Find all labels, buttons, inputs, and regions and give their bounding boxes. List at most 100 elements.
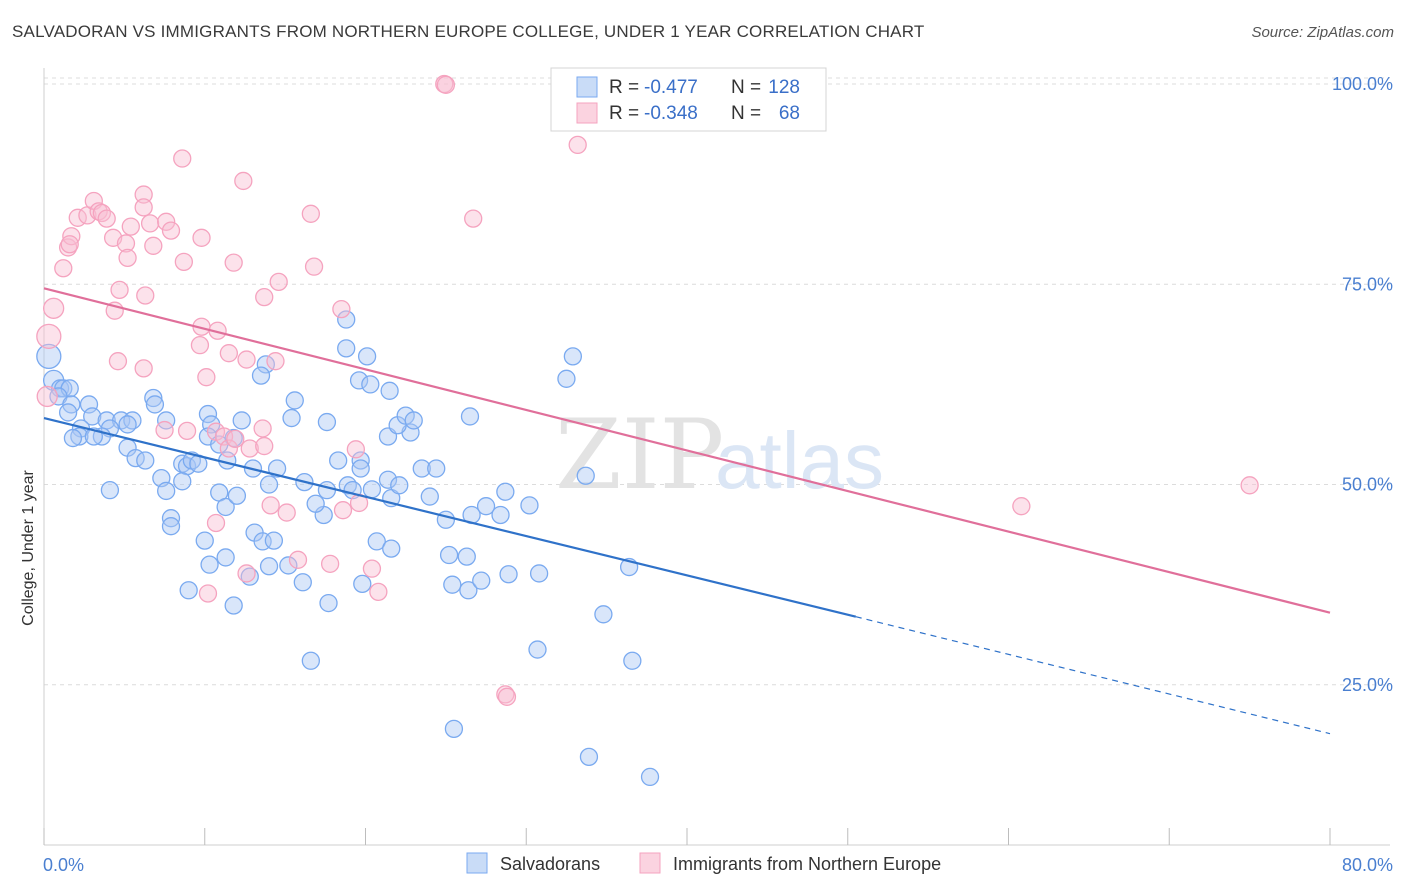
point-salvadorans: [36, 343, 62, 370]
point-northern-europe: [332, 299, 351, 319]
point-salvadorans: [520, 496, 539, 515]
point-northern-europe: [206, 513, 226, 533]
legend: R = -0.477 N = 128 R = -0.348 N = 68: [550, 67, 827, 132]
point-salvadorans: [412, 459, 431, 478]
point-northern-europe: [237, 564, 256, 583]
bottom-legend-swatch-northern-europe: [639, 852, 661, 874]
point-salvadorans: [161, 517, 181, 536]
point-northern-europe: [333, 501, 353, 520]
point-northern-europe: [190, 336, 210, 355]
point-northern-europe: [121, 217, 140, 236]
point-salvadorans: [357, 347, 377, 366]
point-salvadorans: [349, 371, 369, 390]
point-northern-europe: [116, 234, 136, 253]
point-salvadorans: [361, 375, 380, 394]
point-salvadorans: [136, 451, 155, 470]
point-salvadorans: [179, 581, 198, 600]
legend-n-label-1: N =: [731, 77, 761, 98]
y-axis-label: College, Under 1 year: [20, 470, 37, 626]
point-northern-europe: [192, 228, 211, 247]
point-northern-europe: [198, 584, 218, 603]
point-northern-europe: [304, 257, 324, 276]
point-salvadorans: [173, 472, 192, 491]
point-northern-europe: [224, 253, 243, 272]
point-salvadorans: [380, 381, 399, 400]
point-northern-europe: [219, 344, 239, 363]
point-salvadorans: [378, 470, 398, 489]
point-northern-europe: [219, 439, 239, 458]
point-salvadorans: [594, 605, 613, 624]
point-northern-europe: [161, 221, 181, 240]
legend-r-label-2: R =: [609, 103, 639, 124]
point-northern-europe: [214, 427, 234, 446]
point-northern-europe: [177, 421, 197, 441]
point-salvadorans: [259, 557, 279, 576]
point-northern-europe: [92, 203, 112, 223]
point-salvadorans: [251, 366, 271, 385]
point-salvadorans: [337, 339, 356, 358]
data-points: [36, 74, 1259, 787]
point-salvadorans: [293, 573, 312, 592]
legend-n-value-1: 128: [768, 77, 800, 98]
point-northern-europe: [174, 252, 194, 271]
point-salvadorans: [144, 388, 163, 408]
point-northern-europe: [36, 385, 58, 408]
point-northern-europe: [60, 235, 79, 254]
point-salvadorans: [256, 355, 275, 374]
point-northern-europe: [436, 75, 456, 94]
point-northern-europe: [1012, 497, 1031, 516]
y-tick-label: 50.0%: [1342, 475, 1393, 495]
point-salvadorans: [499, 565, 518, 584]
bottom-legend-swatch-salvadorans: [466, 852, 488, 874]
point-salvadorans: [317, 412, 337, 432]
point-salvadorans: [264, 531, 284, 550]
point-salvadorans: [329, 451, 348, 470]
point-northern-europe: [54, 259, 73, 278]
y-tick-label: 100.0%: [1332, 74, 1393, 94]
point-northern-europe: [568, 135, 587, 155]
point-northern-europe: [497, 687, 517, 706]
point-northern-europe: [269, 272, 288, 292]
point-northern-europe: [108, 352, 128, 371]
point-salvadorans: [200, 555, 219, 574]
source-label: Source: ZipAtlas.com: [1251, 24, 1394, 41]
point-northern-europe: [42, 297, 65, 319]
point-salvadorans: [427, 459, 446, 478]
trend-line-salvadorans-extension: [855, 616, 1331, 735]
point-salvadorans: [240, 567, 259, 586]
legend-n-value-2: 68: [779, 103, 800, 124]
y-tick-label: 25.0%: [1342, 675, 1393, 695]
point-salvadorans: [443, 575, 462, 594]
point-salvadorans: [390, 476, 409, 495]
point-salvadorans: [282, 408, 301, 428]
point-northern-europe: [255, 436, 274, 456]
point-northern-europe: [261, 496, 280, 515]
point-northern-europe: [266, 352, 285, 371]
point-salvadorans: [496, 482, 515, 501]
point-salvadorans: [476, 497, 496, 516]
point-northern-europe: [134, 185, 153, 204]
point-salvadorans: [227, 486, 247, 505]
watermark-zip: ZIP: [555, 399, 724, 511]
point-northern-europe: [288, 550, 308, 569]
point-salvadorans: [640, 767, 660, 787]
point-salvadorans: [623, 651, 642, 670]
bottom-legend: Salvadorans Immigrants from Northern Eur…: [466, 852, 941, 874]
point-salvadorans: [491, 505, 510, 525]
point-salvadorans: [100, 480, 120, 500]
grid-lines: [44, 77, 1390, 686]
point-salvadorans: [83, 407, 102, 426]
axes: [43, 68, 1390, 846]
point-salvadorans: [563, 347, 583, 366]
point-salvadorans: [232, 411, 251, 430]
point-salvadorans: [439, 545, 459, 565]
trend-lines: [43, 287, 1331, 735]
point-salvadorans: [216, 548, 235, 567]
point-salvadorans: [224, 596, 243, 615]
point-salvadorans: [279, 556, 298, 575]
point-northern-europe: [110, 280, 129, 300]
point-salvadorans: [267, 459, 287, 478]
point-salvadorans: [528, 640, 547, 659]
legend-swatch-salvadorans: [576, 76, 598, 98]
